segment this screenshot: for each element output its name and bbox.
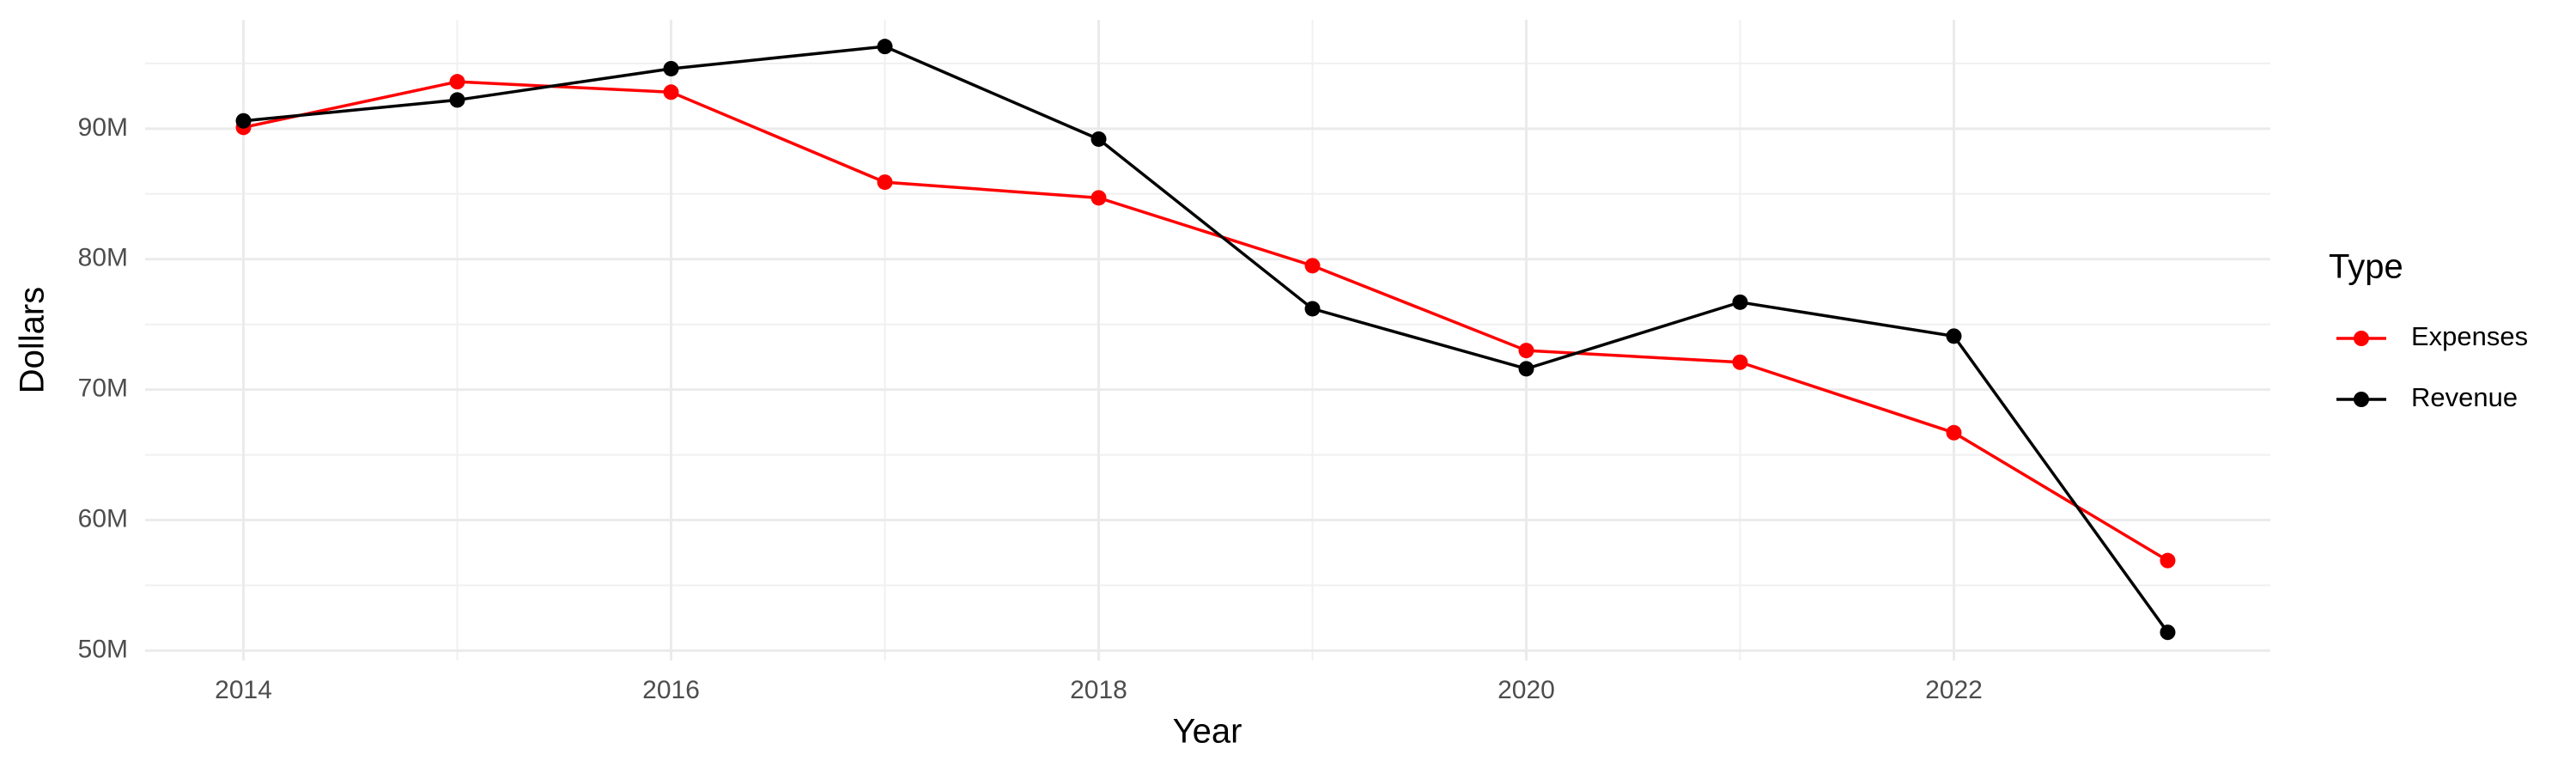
legend-label: Expenses <box>2411 321 2528 351</box>
legend-point <box>2354 392 2369 407</box>
point <box>1946 424 1962 441</box>
point <box>235 113 252 129</box>
point <box>1091 190 1107 206</box>
point <box>877 39 893 55</box>
x-tick-label: 2014 <box>215 676 272 704</box>
legend-title: Type <box>2329 248 2403 286</box>
y-axis-title: Dollars <box>14 287 52 393</box>
x-tick-label: 2016 <box>642 676 700 704</box>
x-tick-label: 2022 <box>1925 676 1983 704</box>
point <box>1304 258 1321 274</box>
x-axis-title: Year <box>1173 713 1242 751</box>
point <box>2160 552 2176 569</box>
line <box>243 45 2169 634</box>
point <box>1091 131 1107 147</box>
legend-point <box>2354 331 2369 346</box>
point <box>1732 354 1748 370</box>
point <box>1518 361 1534 377</box>
point <box>449 92 465 108</box>
y-tick-label: 90M <box>78 113 128 142</box>
point <box>2160 624 2176 641</box>
point <box>1304 301 1321 317</box>
y-tick-label: 60M <box>78 504 128 533</box>
y-tick-label: 50M <box>78 635 128 663</box>
point <box>1732 294 1748 310</box>
point <box>1946 328 1962 344</box>
point <box>663 60 679 76</box>
x-tick-label: 2018 <box>1070 676 1127 704</box>
point <box>1518 343 1534 359</box>
x-tick-label: 2020 <box>1498 676 1555 704</box>
line <box>243 80 2169 563</box>
y-tick-label: 70M <box>78 374 128 403</box>
point <box>663 84 679 100</box>
legend-label: Revenue <box>2411 382 2518 412</box>
point <box>449 74 465 90</box>
y-tick-label: 80M <box>78 244 128 272</box>
point <box>877 174 893 191</box>
